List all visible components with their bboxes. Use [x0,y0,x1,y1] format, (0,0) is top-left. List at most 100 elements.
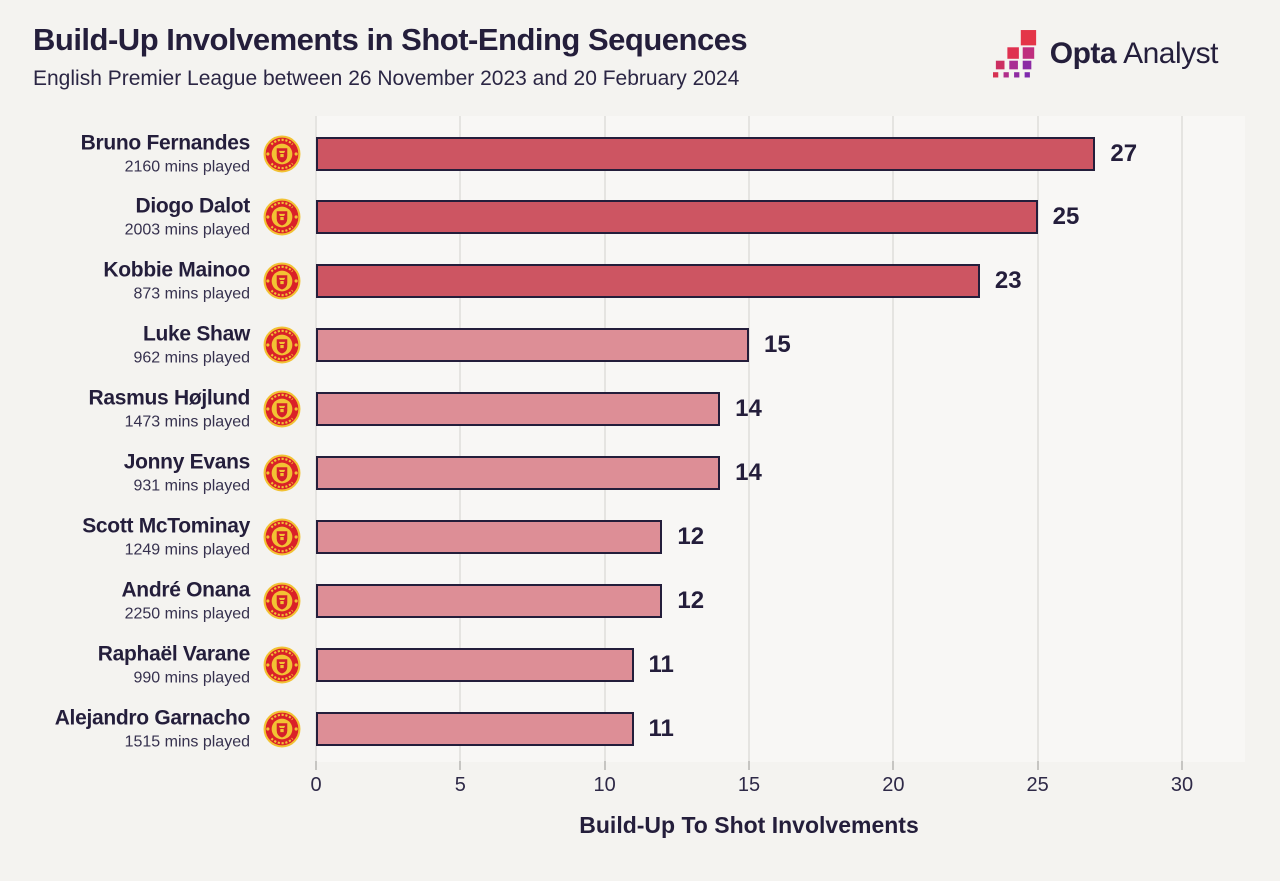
x-axis-label: Build-Up To Shot Involvements [579,812,919,838]
bar [316,456,721,491]
player-name: Alejandro Garnacho [54,706,251,730]
bar-value-label: 14 [735,395,762,423]
gridline-x-30 [1181,116,1183,762]
player-mins-played: 2250 mins played [124,605,250,623]
gridline-x-25 [1036,116,1039,762]
x-tickmark-10 [603,761,606,770]
bar-value-label: 15 [764,331,791,359]
player-label: Scott McTominay 1249 mins played [0,515,250,560]
x-tickmark-15 [748,761,750,770]
player-name: Jonny Evans [123,450,251,474]
x-ticklabel-25: 25 [1026,774,1049,796]
bar [316,328,749,363]
gridline-x-10 [603,116,606,762]
player-row-2: Kobbie Mainoo 873 mins played 23 [0,249,1280,313]
bar [316,136,1096,171]
page-subtitle: English Premier League between 26 Novemb… [33,67,740,90]
manchester-united-crest-icon [263,582,301,620]
bar [316,648,634,683]
player-name: Diogo Dalot [135,194,250,218]
gridline-x-15 [748,116,750,762]
player-row-1: Diogo Dalot 2003 mins played 25 [0,185,1280,249]
gridline-x-5 [459,116,462,762]
player-mins-played: 962 mins played [133,349,250,367]
manchester-united-crest-icon [263,646,301,684]
gridline-x-20 [892,116,895,762]
player-row-5: Jonny Evans 931 mins played 14 [0,441,1280,505]
player-name: André Onana [121,578,250,602]
manchester-united-crest-icon [263,390,301,428]
page-title: Build-Up Involvements in Shot-Ending Seq… [33,22,748,57]
player-mins-played: 990 mins played [133,669,250,687]
bar-value-label: 11 [648,714,674,742]
player-label: Diogo Dalot 2003 mins played [0,194,251,240]
player-label: Luke Shaw 962 mins played [0,323,250,368]
opta-logo-bold: Opta [1049,37,1117,70]
opta-logo-light: Analyst [1123,37,1218,70]
bar [316,392,721,427]
opta-logo-mark-icon [992,30,1036,78]
bar-value-label: 12 [677,587,705,615]
player-mins-played: 2003 mins played [124,221,250,239]
gridline-x-0 [315,116,317,762]
bar-value-label: 11 [648,651,674,679]
manchester-united-crest-icon [263,710,301,748]
x-tickmark-0 [315,761,317,770]
bar [316,711,634,746]
manchester-united-crest-icon [263,518,301,556]
player-mins-played: 873 mins played [133,285,250,303]
x-ticklabel-0: 0 [310,774,322,796]
x-tickmark-25 [1036,761,1039,770]
opta-logo-text: Opta Analyst [1049,37,1219,71]
player-name: Kobbie Mainoo [103,258,250,282]
player-name: Rasmus Højlund [88,386,251,410]
player-name: Bruno Fernandes [80,131,251,154]
player-label: Bruno Fernandes 2160 mins played [0,131,251,176]
x-tickmark-30 [1181,761,1183,770]
player-label: Alejandro Garnacho 1515 mins played [0,706,251,751]
bar [316,264,980,299]
player-mins-played: 1515 mins played [124,733,250,751]
x-ticklabel-30: 30 [1170,774,1194,796]
x-tickmark-5 [459,761,462,770]
bar [316,520,663,555]
player-mins-played: 2160 mins played [124,158,250,175]
player-row-6: Scott McTominay 1249 mins played 12 [0,505,1280,569]
bar-value-label: 12 [677,523,705,551]
player-mins-played: 1249 mins played [124,541,250,559]
bar-value-label: 25 [1052,203,1080,231]
player-row-0: Bruno Fernandes 2160 mins played 27 [0,122,1280,186]
bar [316,200,1038,235]
x-ticklabel-10: 10 [593,774,616,796]
bar-value-label: 23 [994,267,1022,295]
player-row-4: Rasmus Højlund 1473 mins played 14 [0,377,1280,441]
manchester-united-crest-icon [263,262,301,300]
player-row-3: Luke Shaw 962 mins played 15 [0,313,1280,377]
manchester-united-crest-icon [263,198,301,236]
player-row-8: Raphaël Varane 990 mins played 11 [0,633,1280,697]
player-mins-played: 931 mins played [133,477,250,495]
bar-value-label: 14 [735,459,762,487]
bar-value-label: 27 [1110,139,1138,167]
player-name: Luke Shaw [143,322,250,346]
player-row-7: André Onana 2250 mins played 12 [0,569,1280,633]
player-label: Rasmus Højlund 1473 mins played [0,386,251,432]
player-mins-played: 1473 mins played [124,413,250,431]
bar [316,584,663,619]
x-tickmark-20 [892,761,895,770]
player-row-9: Alejandro Garnacho 1515 mins played 11 [0,697,1280,761]
opta-analyst-logo: Opta Analyst [992,30,1219,78]
player-label: André Onana 2250 mins played [0,579,250,624]
player-name: Scott McTominay [82,514,250,538]
player-label: Jonny Evans 931 mins played [0,450,251,496]
player-name: Raphaël Varane [97,642,251,666]
manchester-united-crest-icon [263,135,301,172]
manchester-united-crest-icon [263,326,301,364]
player-label: Raphaël Varane 990 mins played [0,642,251,688]
manchester-united-crest-icon [263,454,301,492]
x-ticklabel-20: 20 [882,774,905,796]
x-ticklabel-15: 15 [737,774,761,796]
x-ticklabel-5: 5 [454,774,466,796]
player-label: Kobbie Mainoo 873 mins played [0,259,250,304]
